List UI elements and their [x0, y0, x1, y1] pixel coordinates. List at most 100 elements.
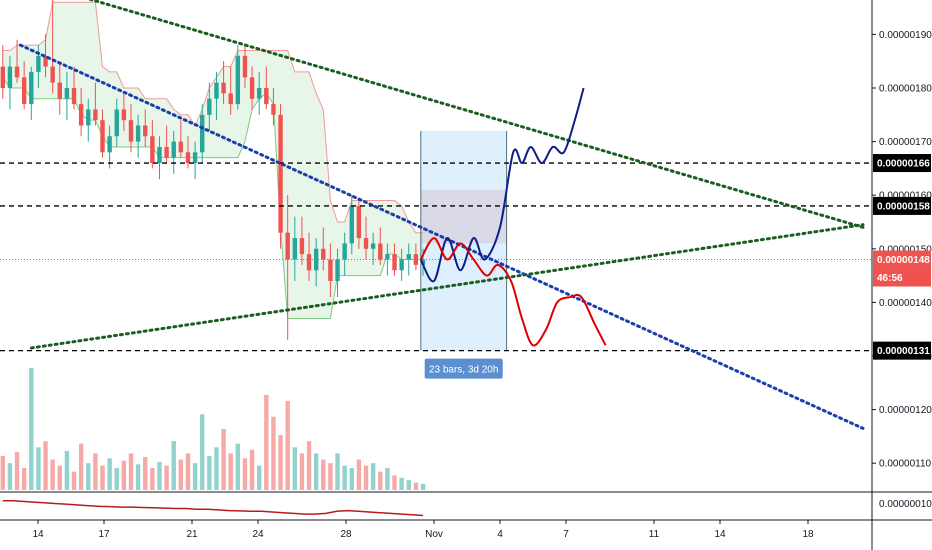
price-tick-label: 0.00000160: [879, 191, 932, 202]
time-tick-label: 28: [340, 529, 352, 540]
last-price-tag-bg: [873, 250, 931, 269]
volume-bar: [349, 468, 354, 490]
volume-bar: [78, 443, 84, 490]
volume-bar: [363, 465, 369, 490]
volume-bar: [192, 463, 198, 490]
volume-bar: [328, 463, 333, 490]
date-range-label-bg: [424, 358, 503, 379]
volume-bar: [135, 464, 141, 490]
level-price-tag: 0.00000166: [877, 159, 930, 170]
indicator-tick-label: 0.00000010: [879, 499, 932, 510]
candle-body: [114, 109, 119, 137]
candle-body: [100, 120, 105, 153]
volume-bar: [242, 458, 248, 490]
candle-body: [292, 238, 298, 260]
projection-paths[interactable]: [419, 87, 607, 347]
candle-body: [278, 114, 283, 233]
horizontal-levels[interactable]: [0, 162, 872, 352]
date-range-label: 23 bars, 3d 20h: [429, 365, 499, 376]
volume-bar: [406, 480, 411, 490]
trendline-lower-support[interactable]: [29, 223, 865, 350]
candle-body: [93, 109, 98, 121]
candle-body: [285, 232, 290, 260]
volume-bars: [0, 368, 426, 490]
trendlines[interactable]: [9, 0, 865, 430]
volume-bar: [178, 459, 184, 490]
price-tags: 0.00000166 0.00000158 0.00000131 0.00000148…: [873, 154, 931, 360]
candle-body: [356, 205, 362, 239]
volume-bar: [57, 465, 62, 490]
volume-bar: [128, 453, 134, 490]
candle-body: [221, 82, 226, 94]
volume-bar: [50, 459, 55, 490]
level-price-tag: 0.00000158: [877, 201, 930, 212]
time-axis[interactable]: 14 17 21 24 28 Nov 4 7 11 14 18: [0, 519, 932, 540]
candle-body: [200, 114, 205, 153]
candle-body: [321, 248, 326, 260]
volume-bar: [93, 453, 98, 490]
candle-body: [64, 88, 70, 99]
candle-body: [135, 125, 141, 142]
volume-bar: [385, 468, 390, 490]
projection-bullish-path[interactable]: [419, 87, 585, 283]
time-tick-label: 21: [186, 529, 198, 540]
volume-bar: [107, 458, 112, 490]
volume-bar: [321, 459, 326, 490]
volume-bar: [235, 443, 241, 490]
volume-bar: [264, 394, 269, 490]
volume-bar: [342, 465, 347, 490]
volume-bar: [420, 483, 426, 490]
projection-bearish-path[interactable]: [419, 237, 607, 347]
volume-bar: [64, 450, 70, 490]
volume-bar: [164, 465, 169, 490]
time-tick-label: 4: [497, 529, 503, 540]
candle-body: [363, 238, 369, 249]
time-tick-label: 14: [714, 529, 726, 540]
volume-bar: [306, 441, 312, 490]
level-price-tag-bg: [873, 341, 931, 360]
candle-body: [256, 88, 262, 99]
volume-bar: [114, 468, 119, 490]
volume-bar: [29, 368, 34, 490]
candle-body: [43, 55, 48, 67]
candle-body: [164, 146, 169, 158]
candle-body: [392, 254, 397, 271]
trendline-upper-resistance[interactable]: [9, 0, 865, 229]
candle-body: [406, 254, 411, 260]
candle-body: [71, 88, 77, 105]
level-price-tag: 0.00000131: [877, 346, 930, 357]
volume-bar: [292, 447, 298, 490]
candle-body: [128, 120, 134, 142]
candle-body: [185, 152, 191, 164]
candle-body: [14, 66, 20, 78]
candle-body: [121, 109, 127, 121]
volume-bar: [100, 465, 105, 490]
volume-bar: [143, 457, 148, 490]
date-range-fill[interactable]: [420, 130, 507, 351]
price-tick-label: 0.00000190: [879, 30, 932, 41]
volume-bar: [121, 460, 127, 490]
candle-body: [29, 71, 34, 105]
candle-body: [86, 109, 91, 126]
candle-body: [349, 205, 354, 244]
level-price-tag-bg: [873, 196, 931, 215]
candle-body: [207, 98, 212, 115]
trendline-descending[interactable]: [18, 43, 865, 430]
time-tick-label: 24: [252, 529, 264, 540]
candle-body: [0, 66, 5, 88]
bar-countdown-tag-bg: [873, 268, 931, 287]
candle-body: [235, 55, 241, 105]
date-range-box[interactable]: 23 bars, 3d 20h: [420, 130, 508, 379]
candle-body: [299, 238, 305, 255]
candle-body: [264, 88, 269, 105]
candle-body: [342, 243, 347, 260]
candle-body: [107, 136, 112, 153]
volume-bar: [228, 453, 233, 490]
candle-body: [50, 66, 55, 83]
price-tick-label: 0.00000170: [879, 137, 932, 148]
last-price-tag: 0.00000148: [877, 255, 930, 266]
candle-body: [228, 93, 233, 105]
level-price-tag-bg: [873, 154, 931, 173]
price-tick-label: 0.00000120: [879, 405, 932, 416]
